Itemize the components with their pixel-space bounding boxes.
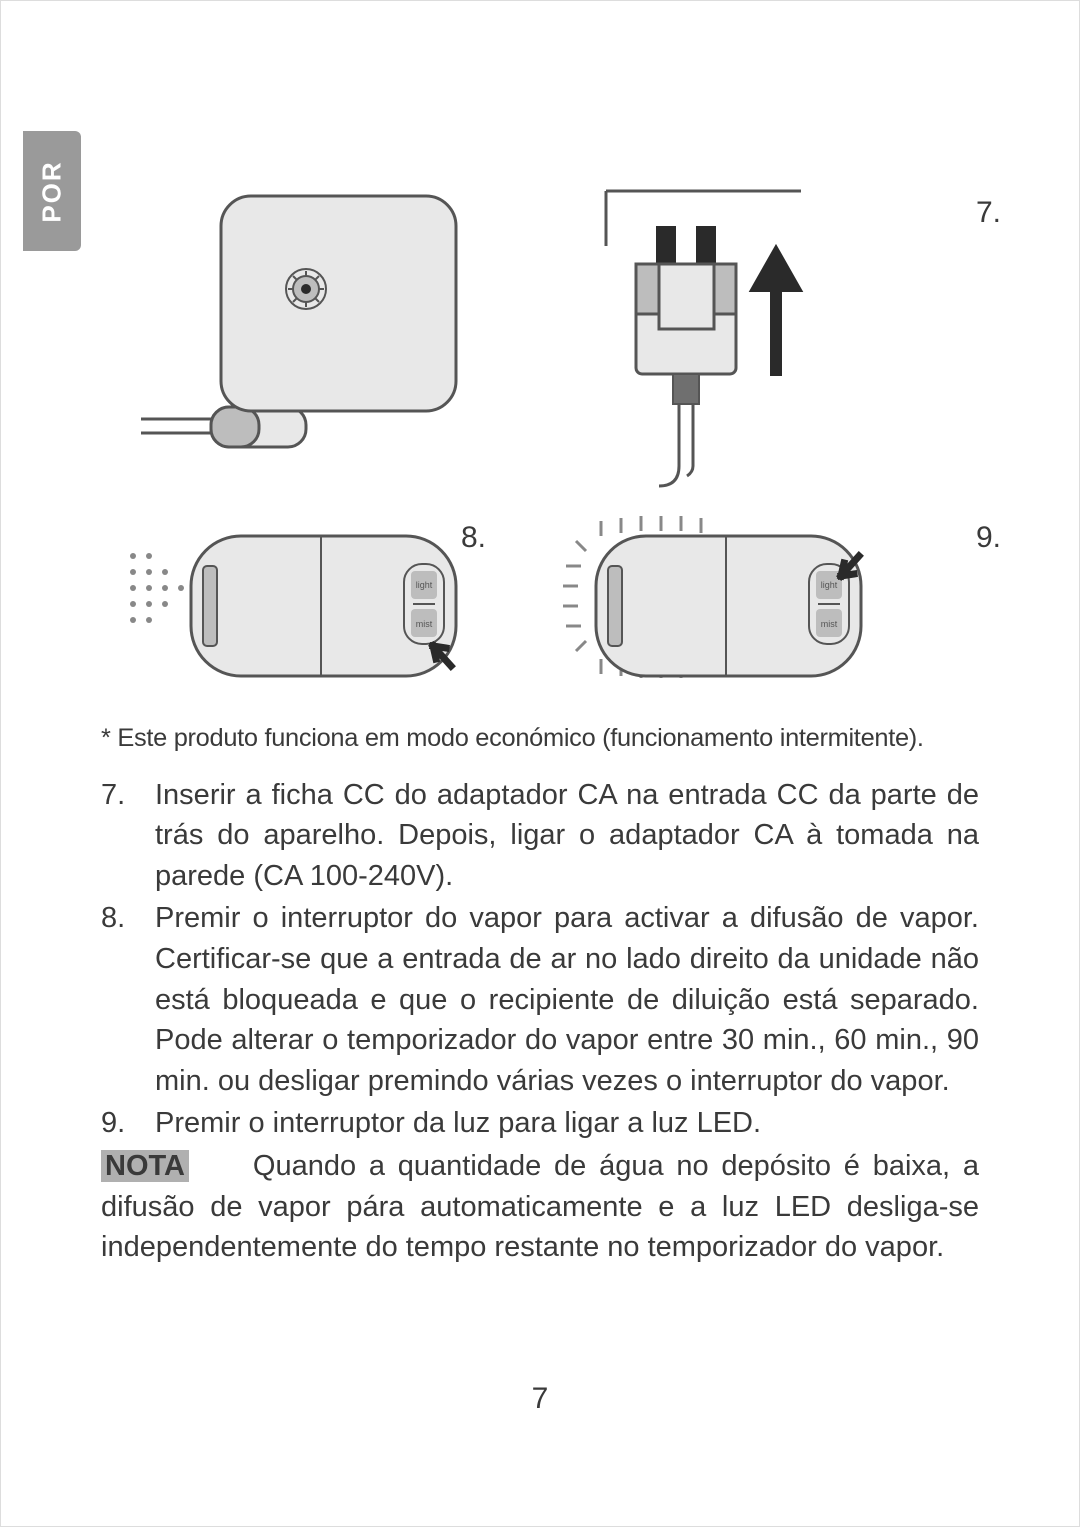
item-text: Premir o interruptor da luz para ligar a… — [155, 1103, 979, 1144]
manual-page: POR — [0, 0, 1080, 1527]
figure-label-9: 9. — [976, 521, 1001, 555]
figure-9-illustration: light mist — [541, 506, 911, 706]
item-text: Inserir a ficha CC do adaptador CA na en… — [155, 775, 979, 897]
text-content: * Este produto funciona em modo económic… — [101, 721, 979, 1268]
figure-7-illustration — [141, 191, 521, 501]
mist-label-2: mist — [821, 619, 838, 629]
instruction-item: 9. Premir o interruptor da luz para liga… — [101, 1103, 979, 1144]
instruction-item: 7. Inserir a ficha CC do adaptador CA na… — [101, 775, 979, 897]
figures-block: 7. light mist 8. — [101, 186, 1001, 706]
item-text: Premir o interruptor do vapor para activ… — [155, 898, 979, 1101]
figure-8-illustration: light mist — [121, 516, 491, 706]
note-paragraph: NOTA Quando a quantidade de água no depó… — [101, 1146, 979, 1268]
light-label-2: light — [821, 580, 838, 590]
page-number: 7 — [1, 1382, 1079, 1416]
item-number: 8. — [101, 898, 155, 1101]
figure-label-7: 7. — [976, 196, 1001, 230]
footnote: * Este produto funciona em modo económic… — [101, 721, 979, 757]
mist-label: mist — [416, 619, 433, 629]
instruction-item: 8. Premir o interruptor do vapor para ac… — [101, 898, 979, 1101]
language-label: POR — [37, 160, 68, 222]
language-tab: POR — [23, 131, 81, 251]
note-label: NOTA — [101, 1150, 189, 1182]
instruction-list: 7. Inserir a ficha CC do adaptador CA na… — [101, 775, 979, 1144]
light-label: light — [416, 580, 433, 590]
figure-7b-illustration — [551, 186, 871, 496]
item-number: 7. — [101, 775, 155, 897]
item-number: 9. — [101, 1103, 155, 1144]
figure-label-8: 8. — [461, 521, 486, 555]
